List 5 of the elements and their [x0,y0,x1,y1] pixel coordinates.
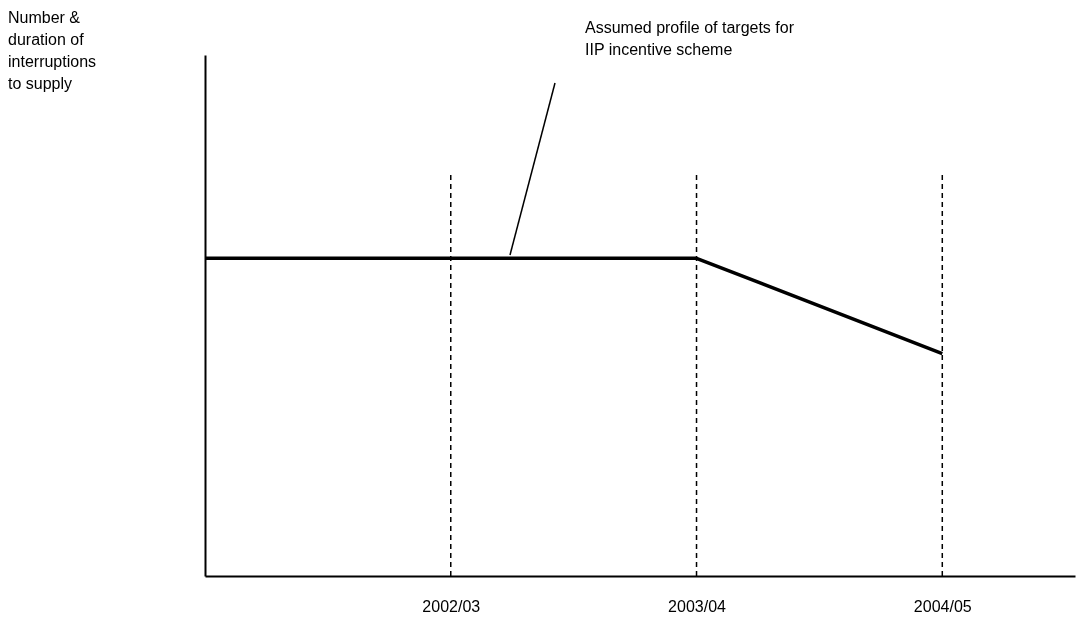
text: Assumed profile of targets for IIP incentive scheme [585,19,795,58]
x-tick-label: 2004/05 [913,597,972,615]
text: Number & duration of interruptions to supply [8,9,97,92]
x-tick-label: 2003/04 [668,597,727,615]
x-tick-label: 2002/03 [422,597,481,615]
